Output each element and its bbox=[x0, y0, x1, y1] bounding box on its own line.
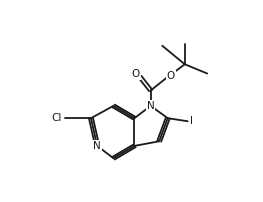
Text: N: N bbox=[93, 141, 101, 151]
Text: O: O bbox=[132, 69, 140, 79]
Text: I: I bbox=[190, 116, 193, 126]
Text: N: N bbox=[147, 101, 155, 111]
Text: O: O bbox=[167, 71, 175, 81]
Text: Cl: Cl bbox=[51, 113, 61, 123]
